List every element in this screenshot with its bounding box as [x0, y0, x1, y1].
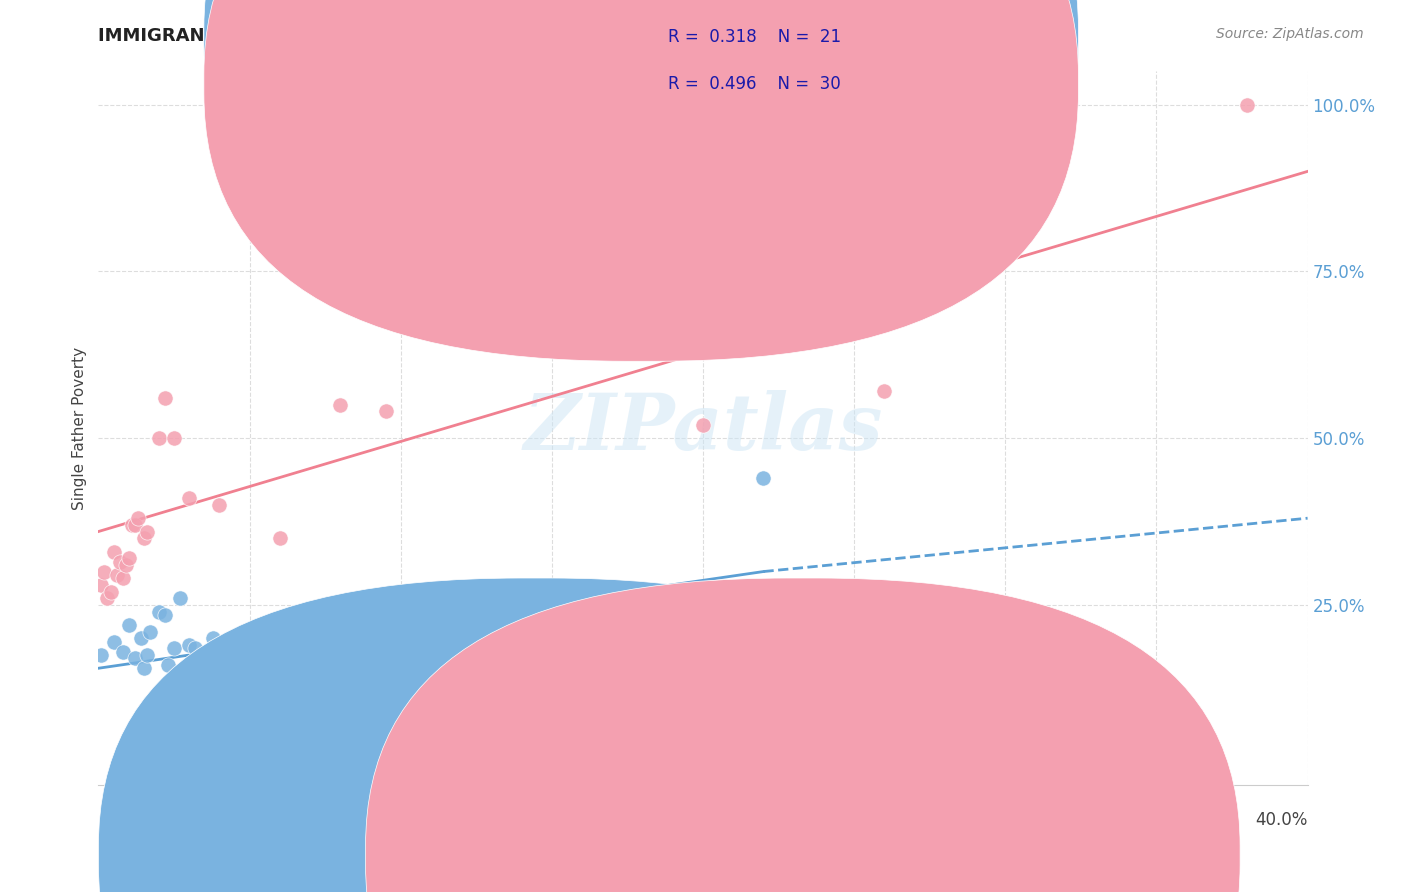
- Point: [329, 398, 352, 412]
- Point: [239, 638, 262, 652]
- Point: [114, 558, 136, 572]
- Point: [450, 298, 472, 312]
- Point: [1236, 97, 1258, 112]
- Point: [118, 618, 141, 632]
- Point: [163, 641, 186, 656]
- Point: [108, 555, 131, 569]
- Text: R =  0.496    N =  30: R = 0.496 N = 30: [668, 75, 841, 93]
- Point: [239, 648, 262, 662]
- Point: [135, 524, 157, 539]
- Point: [179, 638, 201, 652]
- Text: Source: ZipAtlas.com: Source: ZipAtlas.com: [1216, 27, 1364, 41]
- Point: [127, 511, 149, 525]
- Point: [105, 567, 128, 582]
- Point: [752, 471, 775, 485]
- Point: [208, 498, 231, 512]
- Point: [103, 634, 125, 648]
- Text: R =  0.318    N =  21: R = 0.318 N = 21: [668, 29, 841, 46]
- Point: [179, 491, 201, 506]
- Point: [163, 431, 186, 445]
- Point: [169, 591, 191, 606]
- Point: [103, 544, 125, 558]
- Point: [571, 698, 593, 712]
- Point: [571, 237, 593, 252]
- Text: IMMIGRANTS FROM POLAND VS POTAWATOMI SINGLE FATHER POVERTY CORRELATION CHART: IMMIGRANTS FROM POLAND VS POTAWATOMI SIN…: [98, 27, 1043, 45]
- Point: [269, 684, 291, 698]
- Point: [153, 391, 176, 405]
- Point: [93, 565, 115, 579]
- Point: [156, 657, 179, 672]
- Text: 0.0%: 0.0%: [98, 811, 141, 829]
- Point: [132, 661, 155, 675]
- Point: [139, 624, 162, 639]
- Point: [374, 404, 396, 418]
- Text: Potawatomi: Potawatomi: [827, 848, 917, 863]
- Point: [148, 605, 170, 619]
- Point: [132, 531, 155, 545]
- Point: [184, 641, 207, 656]
- Point: [111, 644, 134, 658]
- Point: [202, 632, 225, 646]
- Point: [118, 551, 141, 566]
- Text: Immigrants from Poland: Immigrants from Poland: [560, 848, 744, 863]
- Text: ZIPatlas: ZIPatlas: [523, 390, 883, 467]
- Point: [692, 417, 714, 432]
- Point: [111, 571, 134, 585]
- Point: [135, 648, 157, 662]
- Point: [121, 517, 143, 532]
- Point: [124, 517, 146, 532]
- Point: [129, 632, 152, 646]
- Point: [269, 531, 291, 545]
- Point: [124, 651, 146, 665]
- Point: [813, 331, 835, 345]
- Point: [90, 648, 112, 662]
- Text: 40.0%: 40.0%: [1256, 811, 1308, 829]
- Point: [873, 384, 896, 399]
- Y-axis label: Single Father Poverty: Single Father Poverty: [72, 347, 87, 509]
- Point: [96, 591, 118, 606]
- Point: [153, 607, 176, 622]
- Point: [100, 584, 122, 599]
- Point: [90, 578, 112, 592]
- Point: [148, 431, 170, 445]
